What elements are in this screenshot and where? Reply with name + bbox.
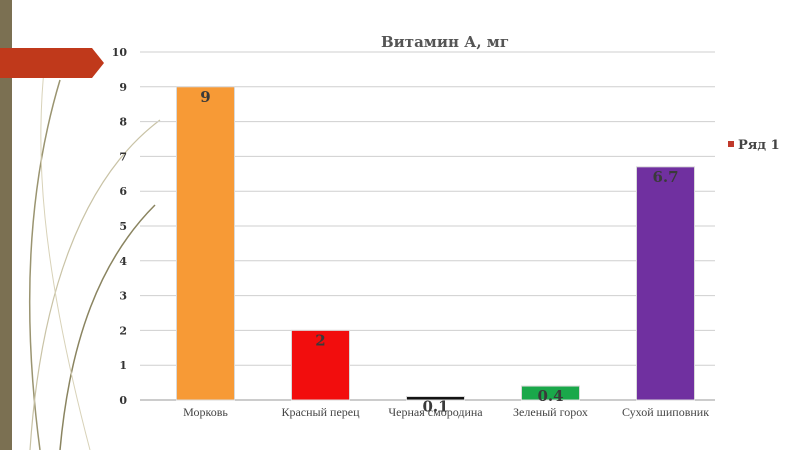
data-label: 0.1 bbox=[422, 398, 448, 416]
y-tick-label: 1 bbox=[119, 359, 127, 372]
category-label: Черная смородина bbox=[388, 405, 483, 419]
category-labels: Морковь Красный перец Черная смородина Зеле… bbox=[183, 405, 709, 419]
legend: Ряд 1 bbox=[728, 138, 780, 153]
bar bbox=[521, 385, 580, 401]
category-label: Сухой шиповник bbox=[622, 405, 709, 419]
data-label: 2 bbox=[315, 331, 325, 349]
category-label: Зеленый горох bbox=[513, 405, 588, 419]
left-accent-stripe bbox=[0, 0, 12, 450]
y-tick-label: 3 bbox=[119, 290, 127, 303]
legend-label: Ряд 1 bbox=[738, 138, 780, 153]
y-tick-label: 10 bbox=[112, 46, 128, 59]
data-label: 9 bbox=[200, 88, 210, 106]
y-tick-label: 2 bbox=[119, 324, 127, 337]
y-tick-label: 4 bbox=[119, 255, 127, 268]
bar bbox=[291, 329, 350, 401]
category-label: Морковь bbox=[183, 405, 228, 419]
y-tick-label: 5 bbox=[119, 220, 127, 233]
bar bbox=[176, 86, 235, 401]
y-tick-label: 0 bbox=[119, 394, 127, 407]
data-label: 0.4 bbox=[537, 387, 563, 405]
data-label: 6.7 bbox=[652, 168, 678, 186]
category-label: Красный перец bbox=[281, 405, 360, 419]
y-tick-label: 7 bbox=[119, 150, 127, 163]
data-labels: 9 2 0.1 0.4 6.7 bbox=[200, 88, 678, 416]
red-arrow-banner bbox=[0, 48, 104, 78]
legend-swatch bbox=[728, 141, 734, 147]
y-tick-label: 9 bbox=[119, 81, 127, 94]
bars bbox=[176, 86, 695, 401]
bar bbox=[406, 396, 465, 401]
y-tick-label: 8 bbox=[119, 116, 127, 129]
grid-lines bbox=[140, 51, 715, 401]
decorative-swirl bbox=[28, 59, 161, 450]
bar bbox=[636, 166, 695, 401]
y-axis-ticks: 0 1 2 3 4 5 6 7 8 9 10 bbox=[112, 46, 128, 407]
chart-title: Витамин А, мг bbox=[381, 33, 509, 51]
y-tick-label: 6 bbox=[119, 185, 127, 198]
